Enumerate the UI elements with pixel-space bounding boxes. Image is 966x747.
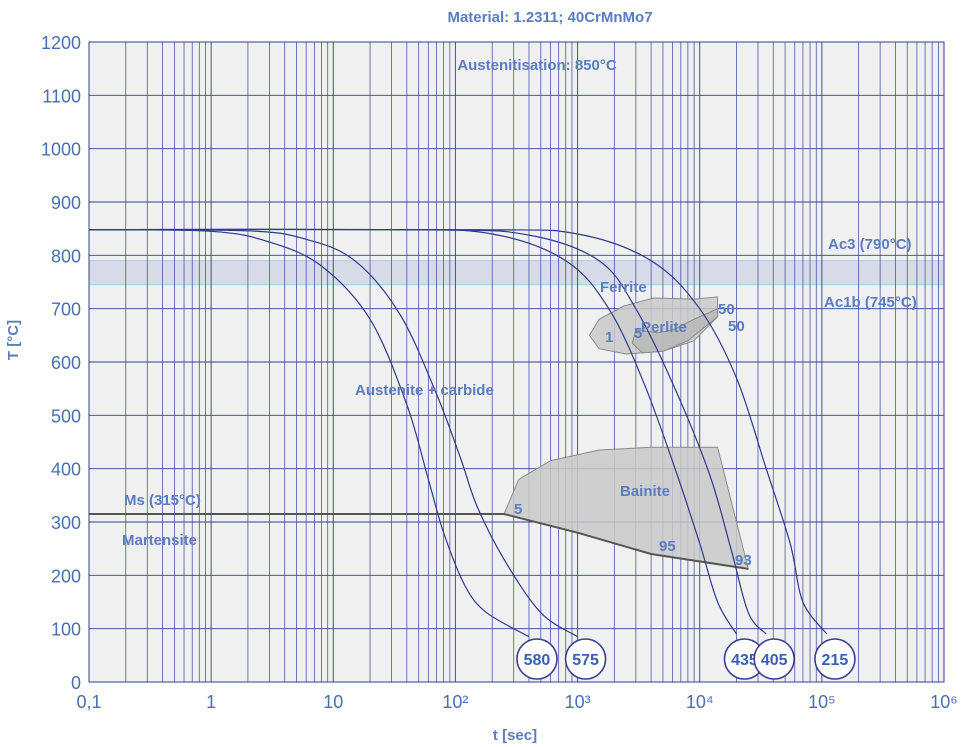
ferrite-50-label-b: 50 — [728, 318, 745, 335]
x-tick-label: 10 — [323, 692, 343, 712]
regions-group — [503, 296, 749, 570]
martensite-label: Martensite — [122, 532, 197, 549]
bainite-lower-boundary — [503, 513, 749, 570]
y-tick-label: 800 — [51, 246, 81, 266]
cooling-rate-circle-405 — [753, 638, 795, 680]
y-tick-labels: 0 100 200 300 400 500 600 700 800 900 1000 1100 1200 — [41, 33, 81, 693]
y-tick-label: 1100 — [42, 86, 81, 106]
y-tick-label: 400 — [51, 460, 81, 480]
ac-band-group — [89, 260, 944, 286]
ferrite-1-label: 1 — [605, 329, 613, 346]
y-tick-label: 100 — [51, 620, 81, 640]
x-tick-label: 0,1 — [76, 692, 101, 712]
cooling-rate-circle-580 — [516, 638, 558, 680]
perlite-label: Perlite — [641, 319, 687, 336]
y-tick-label: 900 — [51, 193, 81, 213]
y-tick-label: 300 — [51, 513, 81, 533]
ms-line-group — [89, 513, 749, 570]
chart-title: Material: 1.2311; 40CrMnMo7 — [447, 9, 652, 26]
ms-label: Ms (315°C) — [124, 492, 201, 509]
cooling-rate-labels: 580 575 435 405 215 — [516, 638, 856, 680]
ferrite-50-label-a: 50 — [718, 301, 735, 318]
y-tick-label: 600 — [51, 353, 81, 373]
cooling-rate-label-435: 435 — [731, 652, 758, 669]
x-tick-label: 10⁶ — [930, 692, 957, 712]
bainite-95-label: 95 — [659, 538, 676, 555]
grid — [89, 42, 944, 682]
bainite-5-label: 5 — [514, 501, 522, 518]
y-axis-label: T [°C] — [5, 320, 22, 360]
x-tick-labels: 0,1 1 10 10² 10³ 10⁴ 10⁵ 10⁶ — [76, 692, 957, 712]
cooling-curve-215 — [88, 228, 828, 635]
y-tick-label: 500 — [51, 406, 81, 426]
x-tick-label: 10⁴ — [686, 692, 714, 712]
cooling-rate-label-405: 405 — [761, 652, 788, 669]
x-tick-label: 1 — [206, 692, 216, 712]
x-tick-label: 10² — [442, 692, 468, 712]
ac1b-label: Ac1b (745°C) — [824, 294, 917, 311]
bainite-93-label: 93 — [735, 552, 752, 569]
cooling-rate-circle-215 — [814, 638, 856, 680]
cooling-rate-label-580: 580 — [524, 652, 551, 669]
cooling-rate-label-575: 575 — [572, 652, 599, 669]
plot-frame — [88, 41, 945, 683]
cooling-curve-580 — [88, 229, 530, 638]
cooling-curve-575 — [88, 229, 578, 638]
y-tick-label: 700 — [51, 300, 81, 320]
austenite-label: Austenite + carbide — [355, 382, 494, 399]
x-tick-label: 10³ — [565, 692, 591, 712]
x-axis-label: t [sec] — [493, 727, 537, 744]
y-tick-label: 200 — [51, 566, 81, 586]
cooling-rate-label-215: 215 — [822, 652, 849, 669]
cooling-curves-group — [88, 228, 828, 638]
cooling-rate-circle-575 — [564, 638, 607, 680]
y-tick-label: 1000 — [41, 140, 81, 160]
ferrite-5-label: 5 — [634, 325, 642, 342]
chart-subtitle: Austenitisation: 850°C — [457, 57, 617, 74]
x-tick-label: 10⁵ — [808, 692, 835, 712]
ac3-label: Ac3 (790°C) — [828, 236, 912, 253]
y-tick-label: 1200 — [41, 33, 81, 53]
ac-band — [89, 260, 944, 285]
y-tick-label: 0 — [71, 673, 81, 693]
bainite-label: Bainite — [620, 483, 670, 500]
ferrite-label: Ferrite — [600, 279, 647, 296]
